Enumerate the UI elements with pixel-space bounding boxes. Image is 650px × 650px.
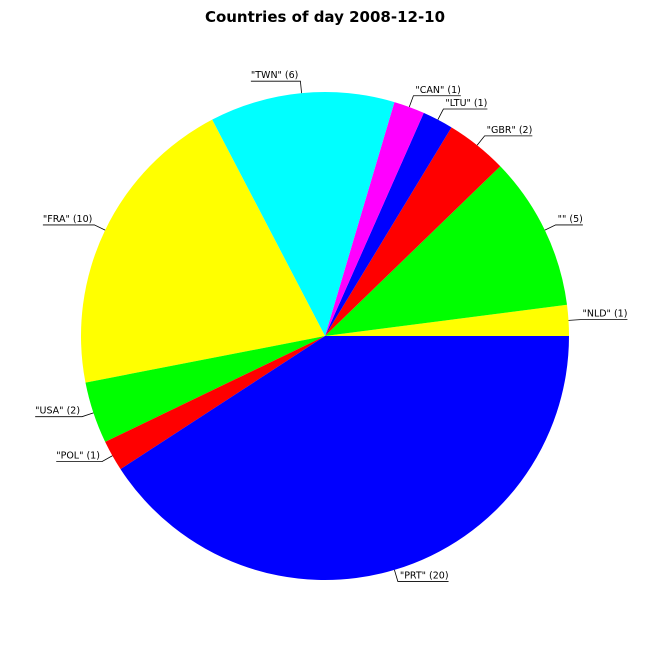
pie-slice-twn: [212, 92, 395, 337]
label-leader-line: [250, 80, 302, 94]
label-leader-line: [56, 455, 113, 463]
label-leader-line: [42, 224, 106, 231]
label-leader-line: [408, 95, 461, 108]
slice-label-ltu: "LTU" (1): [445, 98, 487, 109]
label-leader-line: [35, 412, 94, 418]
slice-label-pol: "POL" (1): [56, 451, 100, 462]
pie-slice-pol: [105, 336, 325, 470]
slice-label-usa: "USA" (2): [35, 406, 80, 417]
label-leader-line: [568, 319, 628, 321]
slice-label-blank: "" (5): [558, 214, 583, 225]
pie-slice-gbr: [325, 127, 501, 336]
pie-slice-can: [325, 102, 424, 336]
label-leader-line: [544, 224, 583, 231]
pie-slice-prt: [120, 336, 569, 580]
slice-label-nld: "NLD" (1): [582, 309, 627, 320]
pie-slice-usa: [85, 336, 325, 442]
pie-slice-fra: [81, 119, 326, 383]
slice-label-fra: "FRA" (10): [43, 214, 92, 225]
slice-label-twn: "TWN" (6): [251, 70, 299, 81]
label-leader-line: [437, 108, 488, 120]
slice-label-can: "CAN" (1): [415, 85, 460, 96]
pie-slice-ltu: [325, 112, 452, 336]
label-leader-line: [394, 569, 449, 582]
chart-title: Countries of day 2008-12-10: [204, 8, 446, 26]
pie-slice-blank: [325, 166, 567, 336]
label-leader-line: [476, 135, 533, 146]
slice-label-gbr: "GBR" (2): [487, 125, 533, 136]
slice-label-prt: "PRT" (20): [400, 570, 449, 581]
pie-slice-nld: [325, 304, 569, 336]
